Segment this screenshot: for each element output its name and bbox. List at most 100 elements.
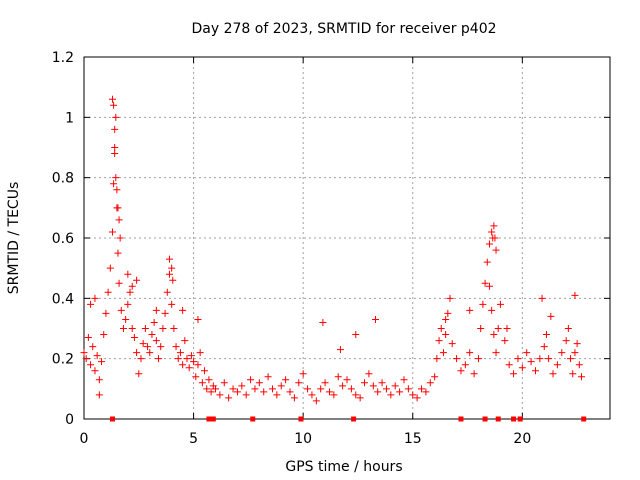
chart-title: Day 278 of 2023, SRMTID for receiver p40… — [191, 21, 496, 37]
data-point — [139, 340, 147, 348]
data-point — [527, 358, 535, 366]
data-point — [122, 315, 130, 323]
data-point — [150, 318, 158, 326]
data-point — [286, 388, 294, 396]
data-point — [437, 325, 445, 332]
data-point — [466, 349, 474, 357]
zero-marker — [210, 416, 216, 422]
y-tick-label: 1.2 — [52, 50, 74, 66]
data-point — [181, 337, 189, 345]
data-point — [317, 385, 325, 393]
data-point — [108, 95, 116, 103]
data-point — [538, 294, 546, 302]
data-point — [115, 279, 123, 287]
data-point — [439, 349, 447, 357]
data-point — [396, 388, 404, 396]
data-point — [137, 355, 145, 363]
y-axis-label: SRMTID / TECUs — [6, 182, 22, 295]
data-point — [352, 391, 360, 399]
data-point — [282, 376, 290, 384]
data-point — [494, 325, 502, 332]
data-point — [571, 291, 579, 299]
data-point — [183, 355, 191, 363]
data-point — [273, 391, 281, 399]
data-point — [564, 325, 572, 332]
data-point — [490, 331, 498, 339]
data-point — [571, 349, 579, 357]
x-tick-label: 20 — [513, 431, 531, 447]
data-point — [179, 306, 187, 314]
data-point — [444, 309, 452, 317]
data-point — [312, 397, 320, 405]
data-point — [89, 343, 97, 351]
data-point — [558, 349, 566, 357]
data-point — [168, 300, 176, 308]
data-point — [547, 312, 555, 320]
data-point — [531, 367, 539, 375]
data-point — [179, 361, 187, 369]
data-point — [371, 315, 379, 323]
data-point — [545, 355, 553, 363]
data-point — [382, 385, 390, 393]
data-point — [108, 228, 116, 236]
data-point — [277, 382, 285, 390]
data-point — [133, 349, 141, 357]
data-point — [264, 373, 272, 381]
data-point — [190, 358, 198, 366]
data-point — [187, 352, 195, 360]
y-tick-label: 0.6 — [52, 231, 74, 247]
data-point — [155, 355, 163, 363]
data-point — [104, 288, 112, 296]
data-point — [567, 355, 575, 363]
data-point — [536, 355, 544, 363]
data-point — [91, 367, 99, 375]
y-tick-label: 0.2 — [52, 352, 74, 368]
data-point — [198, 379, 206, 387]
y-tick-label: 0.8 — [52, 171, 74, 187]
data-point — [133, 276, 141, 284]
data-points — [80, 95, 587, 422]
data-point — [242, 391, 250, 399]
data-point — [569, 370, 577, 378]
data-point — [148, 331, 156, 339]
data-point — [194, 361, 202, 369]
data-point — [174, 355, 182, 363]
data-point — [334, 373, 342, 381]
data-point — [82, 355, 90, 363]
data-point — [203, 385, 211, 393]
data-point — [170, 325, 178, 332]
data-point — [400, 376, 408, 384]
data-point — [172, 343, 180, 351]
data-point — [446, 294, 454, 302]
data-point — [319, 318, 327, 326]
data-point — [152, 306, 160, 314]
data-point — [229, 385, 237, 393]
data-point — [98, 358, 106, 366]
data-point — [100, 331, 108, 339]
data-point — [489, 234, 497, 242]
data-point — [492, 349, 500, 357]
zero-marker — [298, 416, 304, 422]
x-tick-label: 5 — [189, 431, 198, 447]
data-point — [192, 373, 200, 381]
data-point — [466, 306, 474, 314]
data-point — [339, 382, 347, 390]
data-point — [575, 361, 583, 369]
data-point — [431, 373, 439, 381]
zero-marker — [351, 416, 357, 422]
data-point — [251, 385, 259, 393]
data-point — [116, 234, 124, 242]
data-point — [481, 279, 489, 287]
data-point — [404, 385, 412, 393]
data-point — [492, 246, 500, 254]
data-point — [159, 325, 167, 332]
data-point — [185, 364, 193, 372]
zero-marker — [517, 416, 523, 422]
data-point — [365, 370, 373, 378]
data-point — [518, 364, 526, 372]
data-point — [562, 337, 570, 345]
data-point — [496, 300, 504, 308]
data-point — [343, 376, 351, 384]
data-point — [260, 388, 268, 396]
data-point — [523, 349, 531, 357]
